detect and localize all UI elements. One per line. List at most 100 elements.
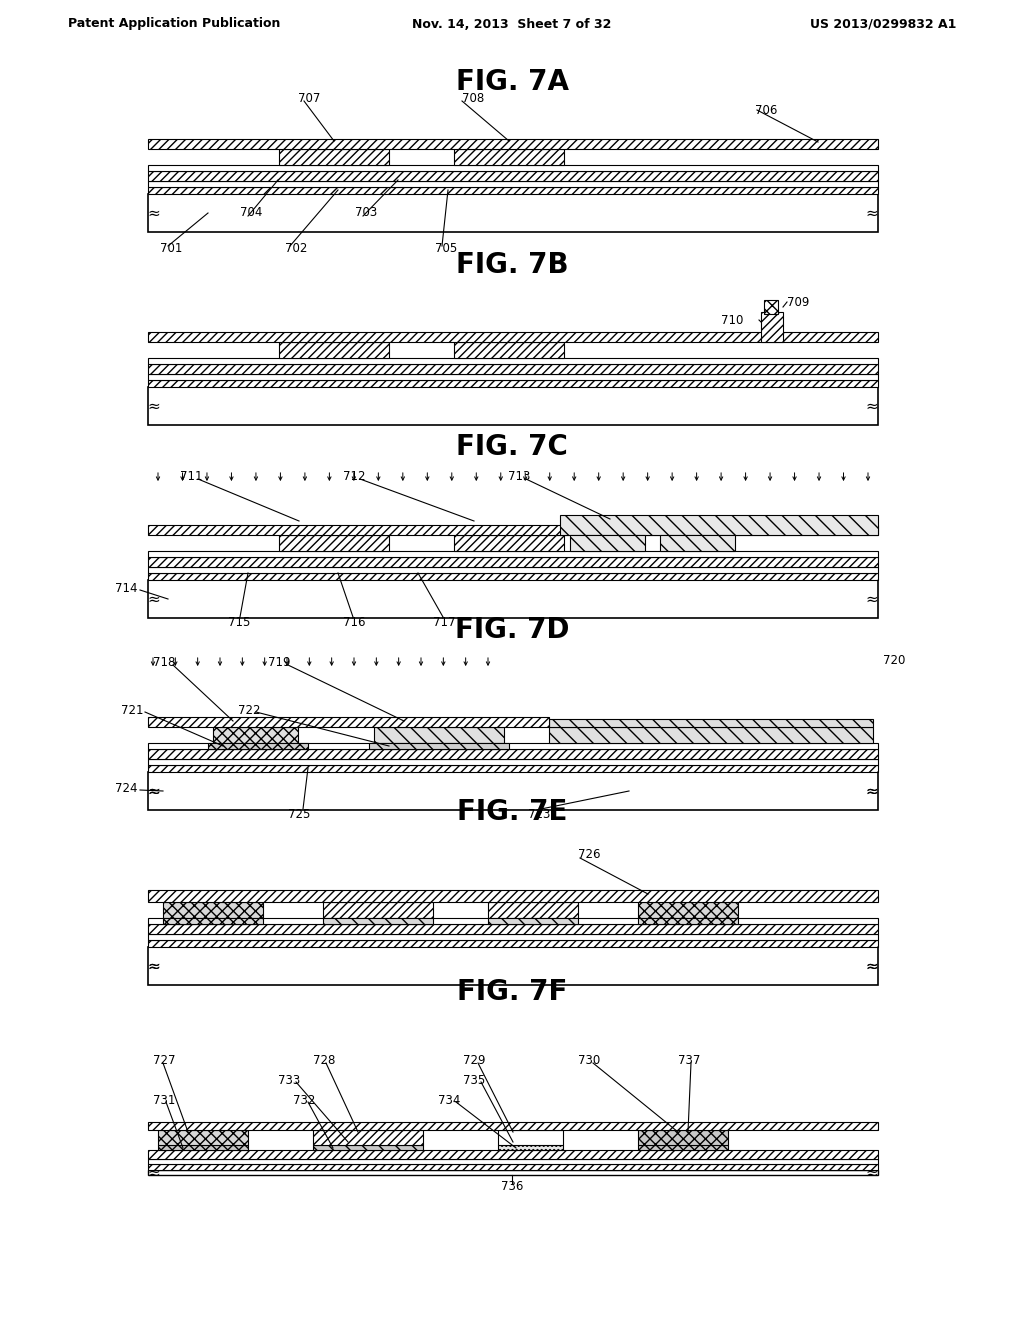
Bar [148,579,878,618]
Text: ≈: ≈ [865,958,879,974]
Bar [761,312,783,342]
Text: 721: 721 [121,704,143,717]
Text: 737: 737 [678,1053,700,1067]
Text: 708: 708 [462,91,484,104]
Text: Patent Application Publication: Patent Application Publication [68,17,281,30]
Bar [148,1170,878,1175]
Text: 705: 705 [435,242,458,255]
Text: FIG. 7B: FIG. 7B [456,251,568,279]
Text: FIG. 7E: FIG. 7E [457,799,567,826]
Bar [560,515,878,535]
Bar [158,1144,248,1150]
Text: ≈: ≈ [865,958,879,974]
Text: 707: 707 [298,91,321,104]
Bar [148,946,878,985]
Bar [498,1144,563,1150]
Bar [158,1130,248,1144]
Text: ≈: ≈ [147,591,161,606]
Bar [279,149,389,165]
Bar [549,719,873,727]
Bar [488,902,578,917]
Bar [148,772,878,810]
Text: 727: 727 [153,1053,175,1067]
Bar [638,902,738,917]
Text: 735: 735 [463,1073,485,1086]
Bar [208,743,308,748]
Text: 702: 702 [285,242,307,255]
Bar [148,890,878,902]
Bar [279,342,389,358]
Text: 703: 703 [355,206,377,219]
Bar [213,727,298,743]
Bar [148,364,878,374]
Text: 729: 729 [463,1053,485,1067]
Text: 722: 722 [238,704,260,717]
Bar [148,194,878,232]
Bar [369,743,509,748]
Text: ≈: ≈ [865,784,879,799]
Text: ≈: ≈ [865,1166,879,1180]
Text: FIG. 7D: FIG. 7D [455,616,569,644]
Text: ≈: ≈ [147,206,161,220]
Bar [148,387,878,425]
Bar [148,1164,878,1170]
Bar [764,300,778,314]
Bar [323,917,433,924]
Bar [323,902,433,917]
Bar [313,1144,423,1150]
Bar [148,139,878,149]
Text: 731: 731 [153,1093,175,1106]
Bar [638,917,738,924]
Bar [148,743,878,748]
Text: ≈: ≈ [147,399,161,413]
Bar [148,333,878,342]
Text: 712: 712 [343,470,366,483]
Bar [498,1130,563,1144]
Bar [148,1150,878,1159]
Bar [549,727,873,743]
Bar [570,535,645,550]
Bar [148,187,878,194]
Text: 715: 715 [228,616,251,630]
Bar [148,940,878,946]
Text: ≈: ≈ [147,1166,161,1180]
Bar [148,165,878,172]
Text: 718: 718 [153,656,175,668]
Text: 732: 732 [293,1093,315,1106]
Bar [148,550,878,557]
Bar [148,358,878,364]
Bar [148,917,878,924]
Text: 724: 724 [116,781,138,795]
Bar [638,1130,728,1144]
Text: Nov. 14, 2013  Sheet 7 of 32: Nov. 14, 2013 Sheet 7 of 32 [413,17,611,30]
Bar [660,535,735,550]
Bar [148,181,878,187]
Text: 706: 706 [755,103,777,116]
Bar [313,1130,423,1144]
Text: 711: 711 [180,470,203,483]
Bar [148,172,878,181]
Text: ≈: ≈ [865,591,879,606]
Bar [163,902,263,917]
Bar [163,917,263,924]
Text: 709: 709 [787,296,809,309]
Text: 725: 725 [288,808,310,821]
Bar [148,935,878,940]
Text: 713: 713 [508,470,530,483]
Bar [488,917,578,924]
Bar [148,557,878,568]
Text: 710: 710 [721,314,743,326]
Text: 726: 726 [578,849,600,862]
Text: 716: 716 [343,616,366,630]
Text: FIG. 7A: FIG. 7A [456,69,568,96]
Bar [148,573,878,579]
Bar [148,1159,878,1164]
Text: 714: 714 [116,582,138,594]
Text: 730: 730 [578,1053,600,1067]
Bar [454,149,564,165]
Text: FIG. 7F: FIG. 7F [457,978,567,1006]
Bar [279,535,389,550]
Bar [148,374,878,380]
Text: ≈: ≈ [865,784,879,799]
Text: 704: 704 [240,206,262,219]
